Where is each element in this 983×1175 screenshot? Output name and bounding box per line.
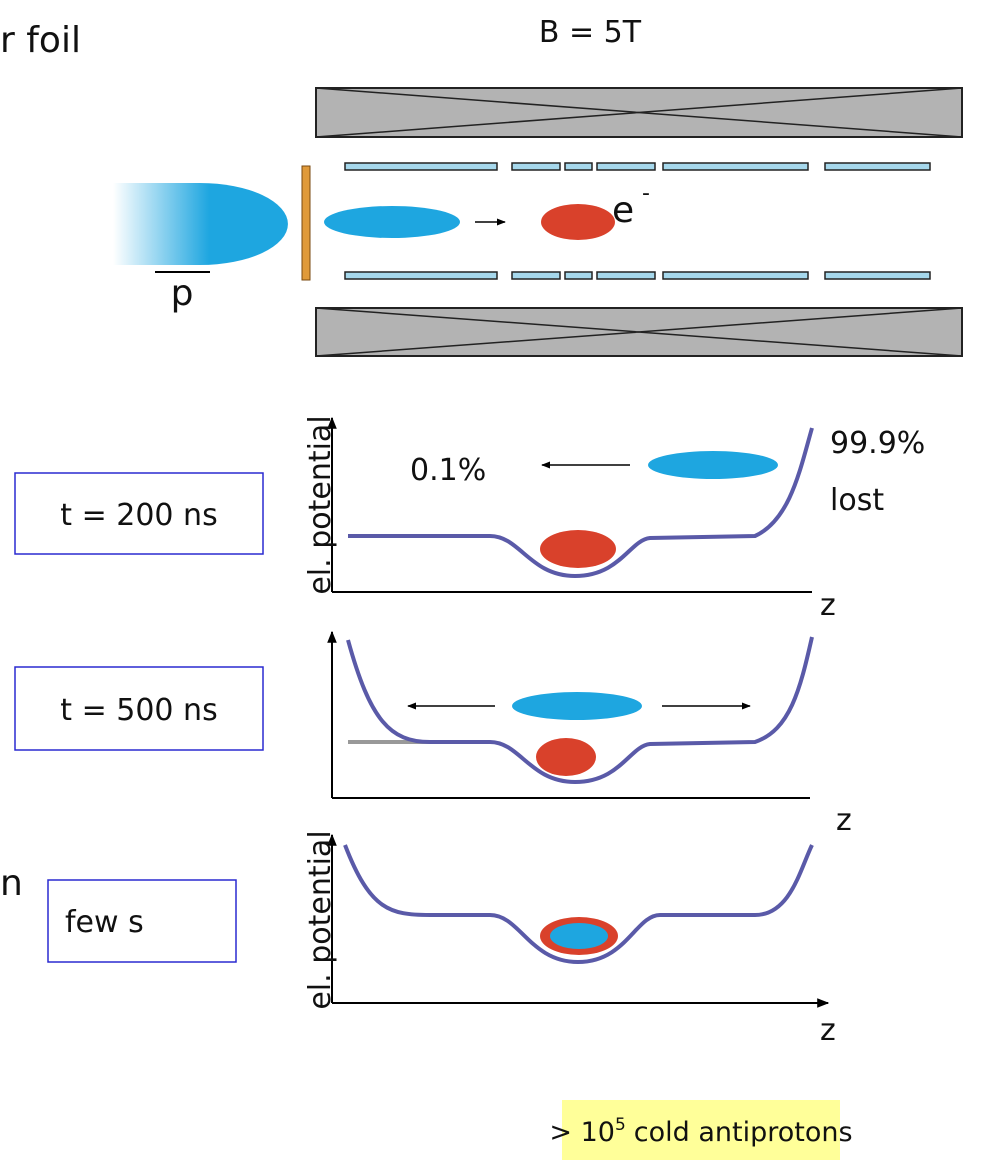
antiproton-cloud [324,206,460,238]
y-label: el. potential [303,415,338,594]
footer-suffix: cold antiprotons [634,1117,853,1148]
potential-curve [348,427,814,579]
electron-cloud [540,530,616,568]
electron-charge: - [642,181,650,206]
x-label: z [836,803,852,838]
foil-label: r foil [0,20,81,61]
lost-word: lost [830,483,884,518]
electron-cloud [541,204,615,240]
time-label: t = 200 ns [60,498,217,533]
antiproton-cloud [648,451,778,479]
field-label: B = 5T [539,15,642,50]
foil [301,165,311,281]
x-label: z [820,1013,836,1048]
side-label: n [0,863,23,904]
lost-fraction: 99.9% [830,426,925,461]
potential-curve [346,636,814,785]
time-box [14,472,264,555]
footer-prefix: > 10 [549,1117,615,1148]
time-label: few s [65,905,144,940]
footer-exponent: 5 [615,1115,626,1135]
x-label: z [820,588,836,623]
magnet [315,87,963,357]
time-box [47,879,237,963]
time-label: t = 500 ns [60,693,217,728]
antiproton-cloud [512,692,642,720]
antiproton-cloud [550,923,608,949]
escaped-fraction: 0.1% [410,453,486,488]
potential-curve [343,844,814,965]
antiproton-label: p [171,273,194,314]
highlight [562,1100,840,1160]
electrodes [344,162,931,280]
footer-text: > 105 cold antiprotons [549,1115,852,1148]
electron-label: e [612,190,634,231]
time-box [14,666,264,751]
electron-cloud [536,738,596,776]
antiproton-beam [113,183,288,265]
y-label: el. potential [303,830,338,1009]
